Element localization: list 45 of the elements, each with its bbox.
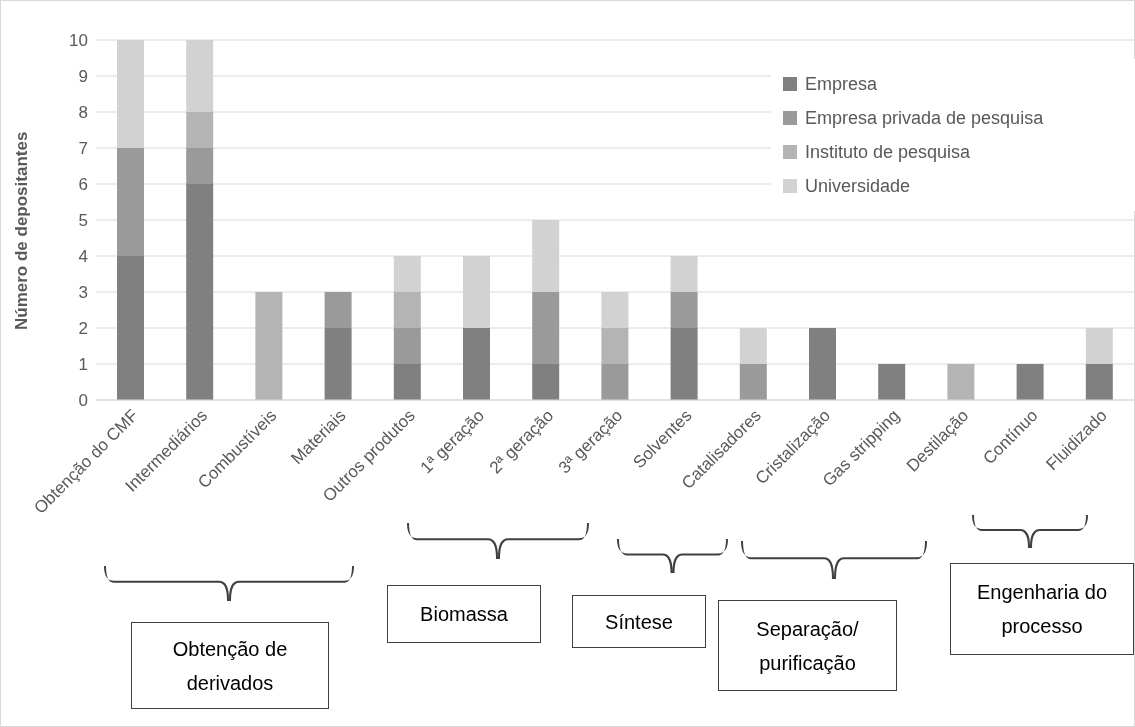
bar	[393, 292, 421, 328]
y-tick-label: 5	[78, 211, 88, 231]
bar	[601, 328, 629, 364]
bar	[393, 364, 421, 400]
bar	[186, 148, 214, 184]
bar	[186, 184, 214, 400]
y-tick-label: 8	[78, 103, 88, 123]
legend-label: Universidade	[805, 175, 911, 197]
y-tick-label: 3	[78, 283, 88, 303]
bar	[393, 328, 421, 364]
text: Separação/ purificação	[755, 616, 860, 676]
bar	[255, 292, 283, 400]
bar	[324, 292, 352, 328]
y-tick-label: 10	[69, 31, 88, 51]
y-tick-label: 7	[78, 139, 88, 159]
bar	[739, 364, 767, 400]
bar	[186, 112, 214, 148]
y-tick-label: 6	[78, 175, 88, 195]
bar	[809, 328, 836, 400]
bar	[878, 364, 906, 400]
y-tick-label: 0	[78, 391, 88, 411]
y-tick-label: 9	[78, 67, 88, 87]
text: Engenharia do processo	[975, 580, 1109, 639]
bar	[670, 328, 698, 400]
y-axis-title: Número de depositantes	[12, 131, 32, 330]
text: Obtenção de derivados	[171, 636, 289, 696]
bar	[1085, 364, 1113, 400]
bar	[532, 292, 560, 364]
bar	[601, 364, 629, 400]
y-tick-label: 1	[78, 355, 88, 375]
bar	[532, 364, 560, 400]
bar	[324, 328, 352, 400]
bar	[117, 256, 144, 400]
legend-label: Empresa privada de pesquisa	[805, 107, 1044, 129]
legend-label: Empresa	[805, 73, 878, 95]
bar	[1016, 364, 1044, 400]
bar	[670, 292, 698, 328]
text: Síntese	[605, 609, 673, 635]
y-tick-label: 2	[78, 319, 88, 339]
bar	[947, 364, 975, 400]
bar	[117, 148, 144, 256]
legend-label: Instituto de pesquisa	[805, 141, 971, 163]
y-tick-label: 4	[78, 247, 88, 267]
text: Biomassa	[420, 602, 508, 627]
bar	[463, 328, 490, 400]
